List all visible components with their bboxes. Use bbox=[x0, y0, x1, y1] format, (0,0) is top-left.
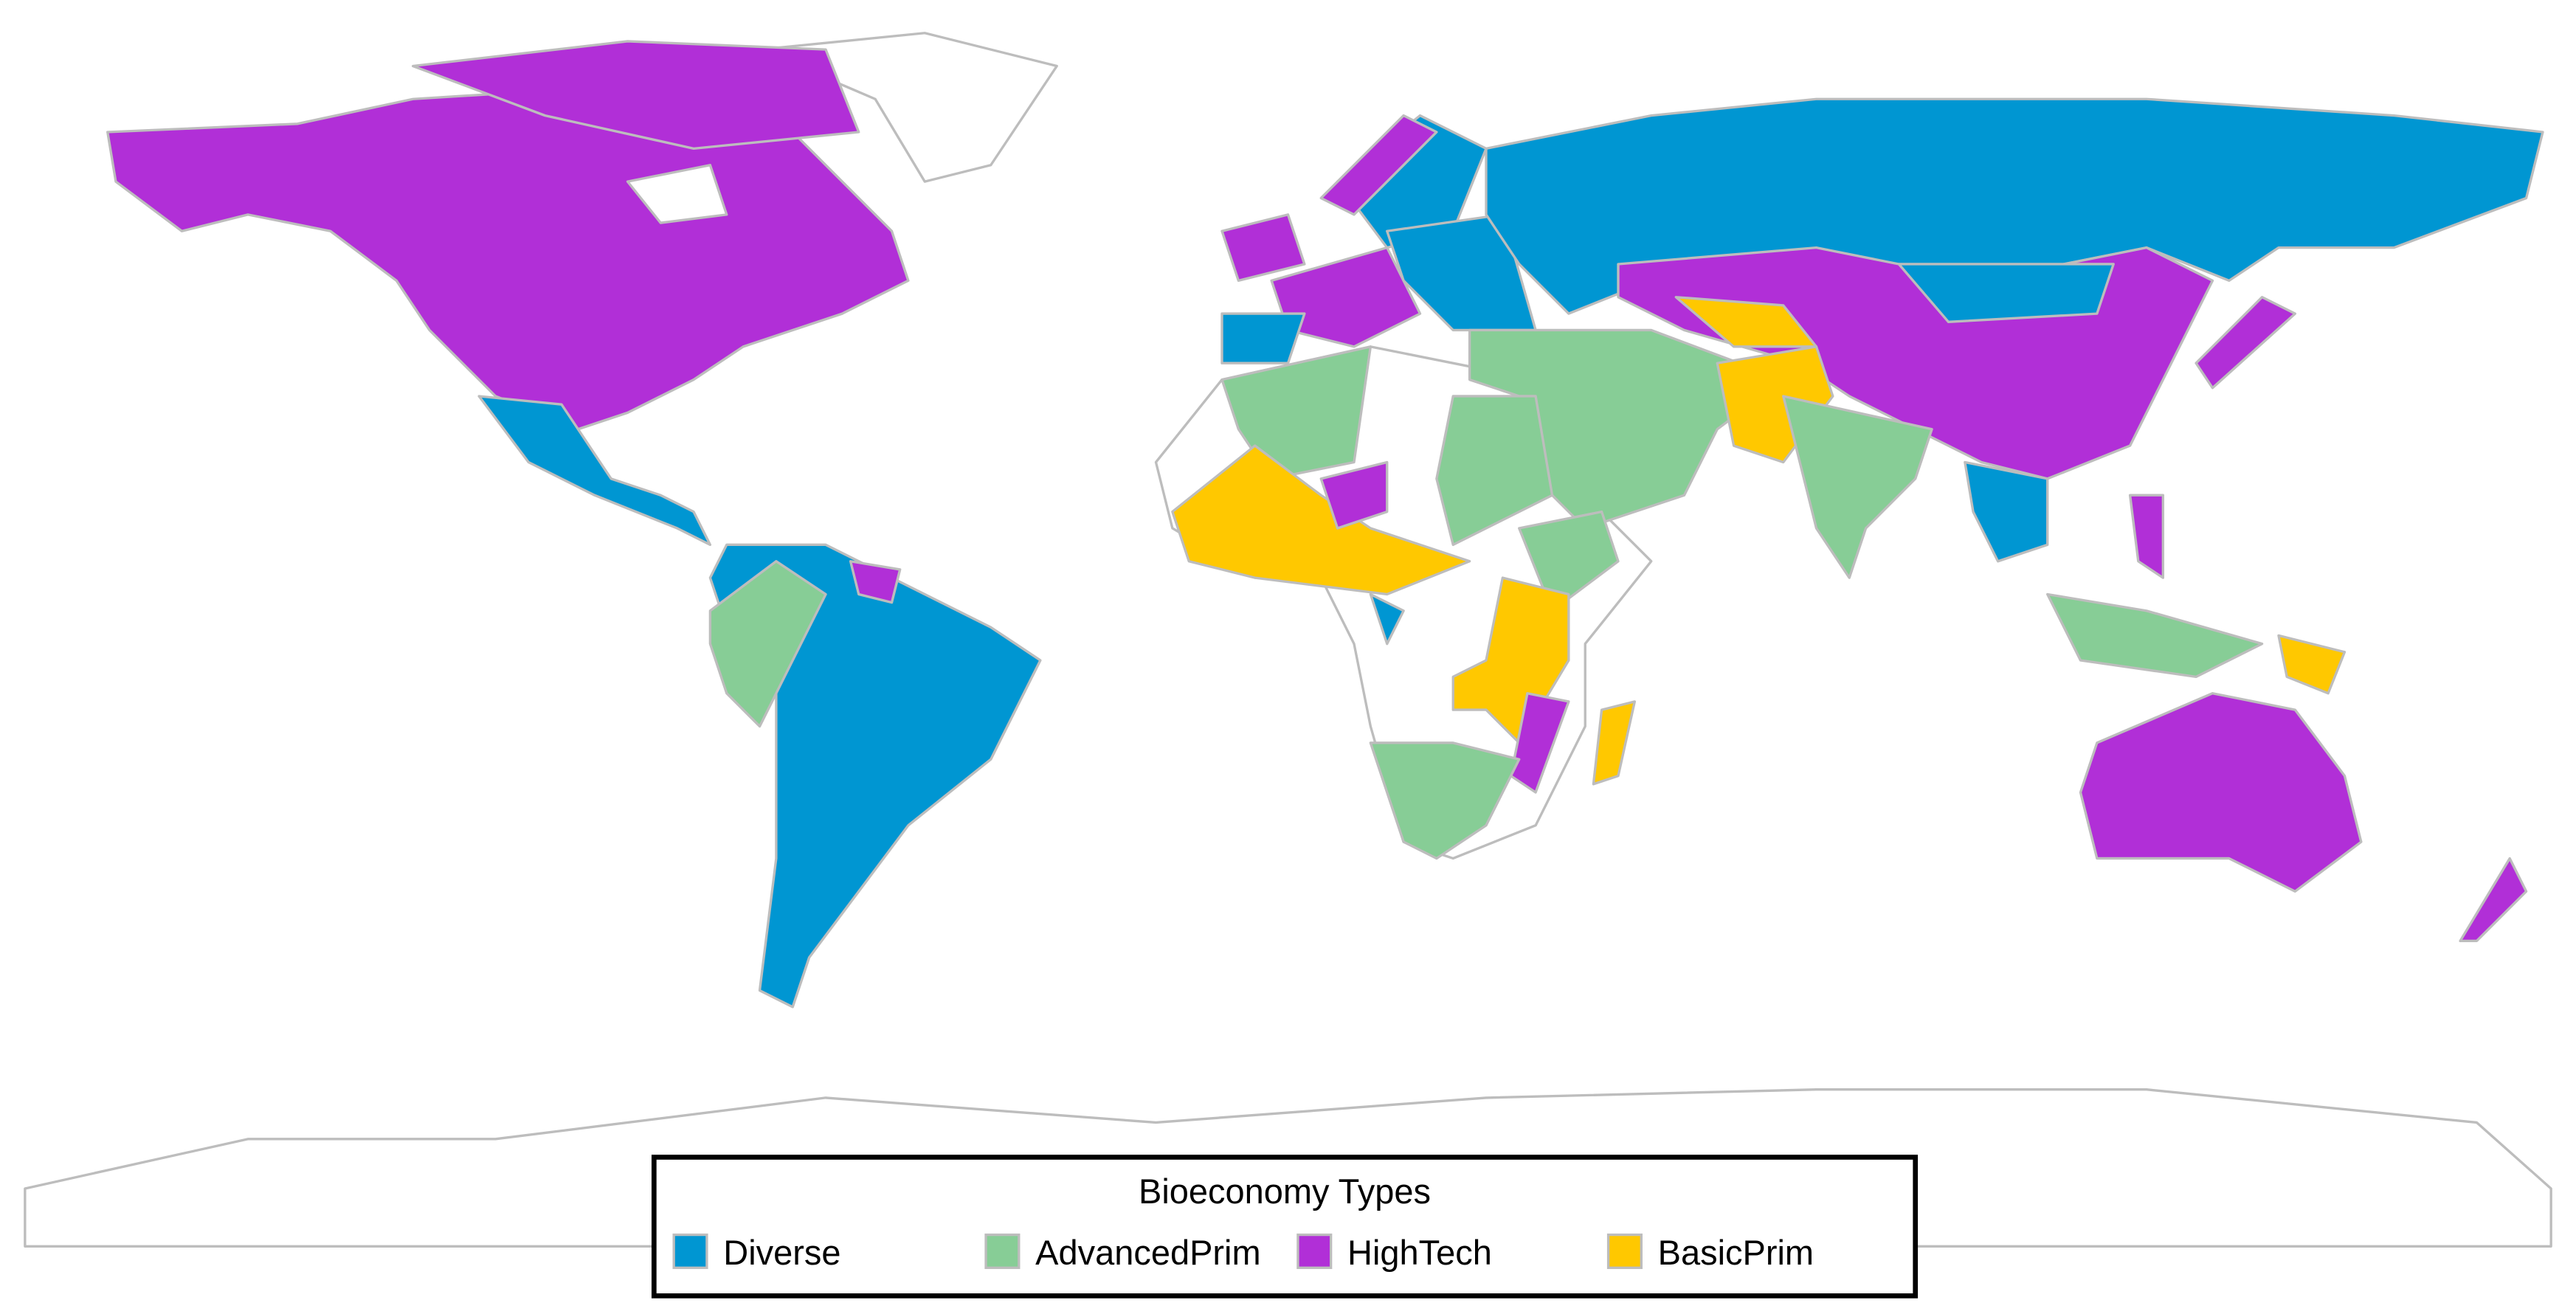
egypt-sudan bbox=[1435, 395, 1554, 547]
legend-swatch bbox=[1606, 1233, 1643, 1270]
mozambique bbox=[1509, 692, 1570, 794]
north-africa bbox=[1220, 345, 1372, 480]
new-zealand bbox=[2459, 857, 2528, 943]
mongolia bbox=[1897, 263, 2115, 323]
australia bbox=[2079, 692, 2363, 893]
legend-swatch bbox=[672, 1233, 708, 1270]
niger bbox=[1319, 460, 1389, 530]
congo bbox=[1369, 592, 1405, 646]
united-kingdom bbox=[1220, 213, 1306, 283]
madagascar bbox=[1592, 700, 1637, 786]
legend-label: BasicPrim bbox=[1658, 1233, 1814, 1272]
hudson-bay bbox=[626, 164, 728, 224]
legend-label: AdvancedPrim bbox=[1035, 1233, 1260, 1272]
legend-swatch bbox=[1296, 1233, 1333, 1270]
ethiopia bbox=[1518, 510, 1620, 612]
indonesia bbox=[2046, 592, 2264, 679]
andean-countries bbox=[708, 560, 827, 728]
north-america bbox=[106, 89, 910, 431]
papua-new-guinea bbox=[2277, 634, 2347, 695]
legend-swatch bbox=[984, 1233, 1021, 1270]
countries bbox=[24, 32, 2552, 1248]
mexico-central-america bbox=[477, 395, 712, 547]
japan bbox=[2195, 296, 2297, 390]
west-africa bbox=[1171, 444, 1471, 596]
india bbox=[1782, 395, 1933, 579]
legend-title: Bioeconomy Types bbox=[1139, 1172, 1431, 1211]
southeast-asia bbox=[1964, 460, 2049, 563]
southern-africa bbox=[1369, 741, 1521, 860]
guianas bbox=[849, 560, 902, 604]
legend-label: Diverse bbox=[723, 1233, 840, 1272]
legend-label: HighTech bbox=[1347, 1233, 1492, 1272]
norway bbox=[1319, 114, 1438, 216]
legend-box bbox=[651, 1155, 1919, 1299]
arctic-islands bbox=[411, 40, 860, 151]
philippines bbox=[2128, 494, 2165, 579]
iberia bbox=[1220, 312, 1306, 364]
legend: Bioeconomy Types Diverse AdvancedPrim High… bbox=[651, 1155, 1919, 1299]
